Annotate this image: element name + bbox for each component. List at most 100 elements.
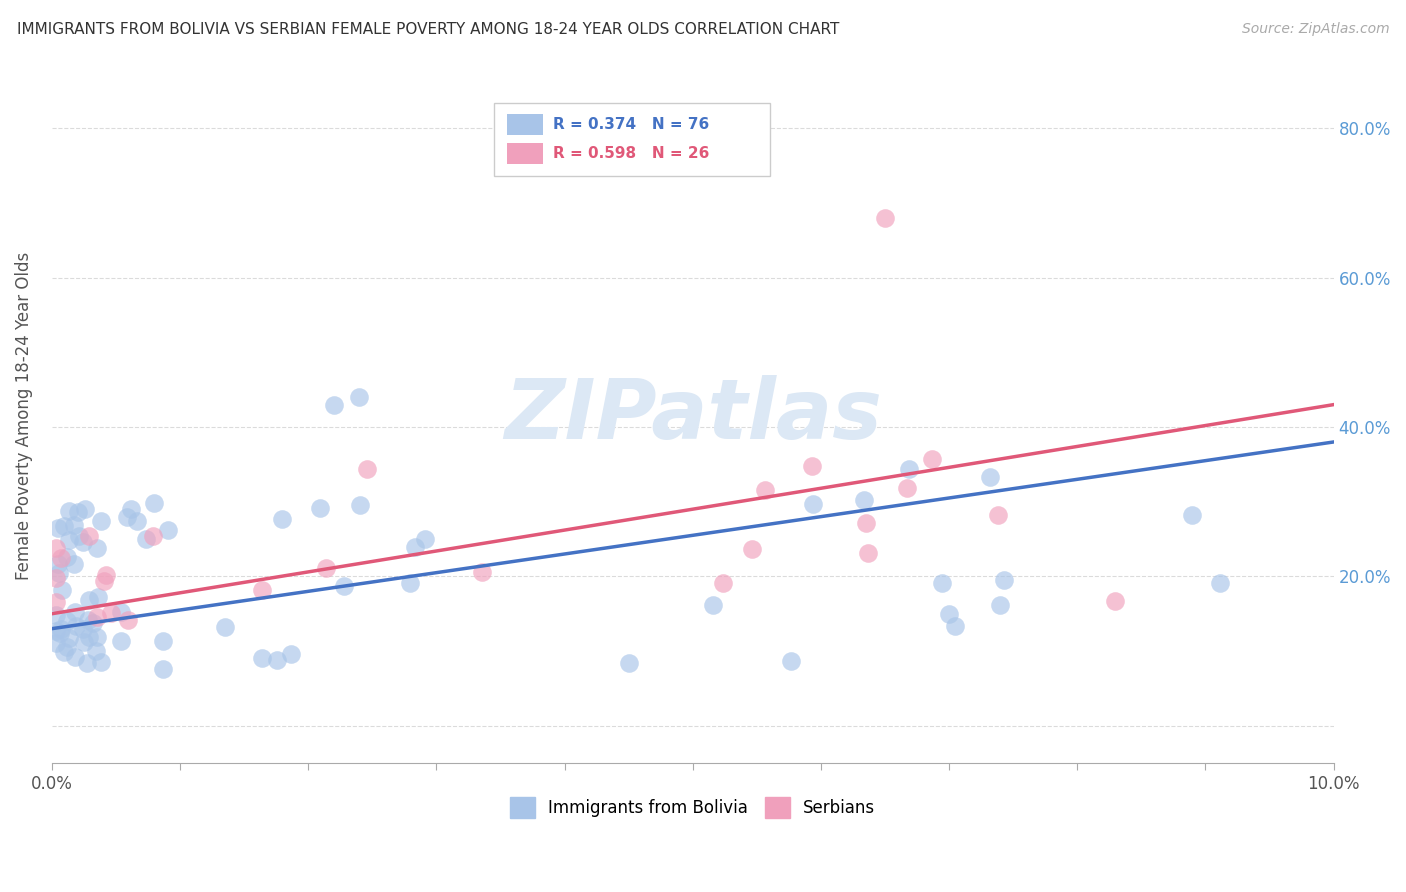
Point: [280, 647, 302, 661]
Point: [356, 462, 378, 476]
Point: [1209, 576, 1232, 591]
Point: [943, 619, 966, 633]
Point: [46, 557, 69, 571]
Point: [993, 573, 1015, 587]
Point: [77, 631, 100, 645]
Point: [58, 533, 80, 547]
Point: [110, 605, 132, 619]
Point: [77, 529, 100, 543]
Point: [471, 565, 494, 579]
Point: [898, 462, 921, 476]
Point: [800, 458, 823, 473]
Point: [55, 614, 77, 628]
Point: [702, 598, 724, 612]
Point: [856, 546, 879, 560]
Point: [127, 514, 149, 528]
Point: [413, 533, 436, 547]
Text: IMMIGRANTS FROM BOLIVIA VS SERBIAN FEMALE POVERTY AMONG 18-24 YEAR OLDS CORRELAT: IMMIGRANTS FROM BOLIVIA VS SERBIAN FEMAL…: [17, 22, 839, 37]
Point: [84, 644, 107, 658]
Text: R = 0.374   N = 76: R = 0.374 N = 76: [553, 117, 709, 132]
Point: [117, 614, 139, 628]
Point: [79, 593, 101, 607]
Point: [63, 649, 86, 664]
Text: Source: ZipAtlas.com: Source: ZipAtlas.com: [1241, 22, 1389, 37]
Point: [53, 645, 76, 659]
Point: [398, 576, 420, 591]
Point: [250, 582, 273, 597]
Point: [214, 620, 236, 634]
Y-axis label: Female Poverty Among 18-24 Year Olds: Female Poverty Among 18-24 Year Olds: [15, 252, 32, 580]
Point: [873, 211, 896, 225]
Point: [110, 634, 132, 648]
Point: [51, 551, 73, 566]
Point: [49, 623, 72, 637]
Point: [62, 518, 84, 533]
Point: [45, 624, 67, 639]
Point: [801, 497, 824, 511]
Point: [152, 662, 174, 676]
Point: [45, 636, 67, 650]
Point: [1181, 508, 1204, 522]
Point: [72, 634, 94, 648]
Point: [90, 514, 112, 528]
Point: [332, 578, 354, 592]
Point: [49, 626, 72, 640]
Point: [853, 493, 876, 508]
Point: [58, 631, 80, 645]
Point: [619, 657, 641, 671]
Point: [45, 571, 67, 585]
Point: [63, 557, 86, 571]
Point: [56, 640, 79, 654]
Point: [86, 541, 108, 556]
Point: [404, 540, 426, 554]
FancyBboxPatch shape: [494, 103, 769, 177]
Point: [780, 654, 803, 668]
Point: [143, 495, 166, 509]
Point: [931, 575, 953, 590]
Point: [713, 576, 735, 591]
Point: [349, 390, 371, 404]
Point: [938, 607, 960, 621]
Point: [1104, 594, 1126, 608]
Point: [45, 541, 67, 555]
Point: [152, 633, 174, 648]
Point: [66, 505, 89, 519]
Point: [135, 533, 157, 547]
Point: [86, 610, 108, 624]
Point: [72, 623, 94, 637]
Point: [250, 650, 273, 665]
Point: [65, 605, 87, 619]
Point: [45, 595, 67, 609]
Point: [77, 613, 100, 627]
Point: [156, 523, 179, 537]
Point: [94, 567, 117, 582]
Point: [86, 630, 108, 644]
Point: [142, 529, 165, 543]
Bar: [506, 143, 543, 163]
Point: [741, 542, 763, 557]
Point: [855, 516, 877, 530]
Point: [100, 606, 122, 620]
Point: [120, 501, 142, 516]
Point: [315, 561, 337, 575]
Point: [754, 483, 776, 498]
Point: [52, 519, 75, 533]
Point: [266, 653, 288, 667]
Point: [987, 508, 1010, 522]
Point: [46, 521, 69, 535]
Point: [271, 512, 294, 526]
Point: [48, 566, 70, 581]
Point: [90, 655, 112, 669]
Point: [65, 618, 87, 632]
Point: [87, 590, 110, 604]
Point: [322, 398, 344, 412]
Point: [67, 529, 90, 543]
Point: [72, 535, 94, 549]
Point: [73, 501, 96, 516]
Point: [93, 574, 115, 588]
Point: [979, 470, 1001, 484]
Text: R = 0.598   N = 26: R = 0.598 N = 26: [553, 145, 710, 161]
Point: [51, 582, 73, 597]
Point: [58, 504, 80, 518]
Point: [309, 501, 332, 516]
